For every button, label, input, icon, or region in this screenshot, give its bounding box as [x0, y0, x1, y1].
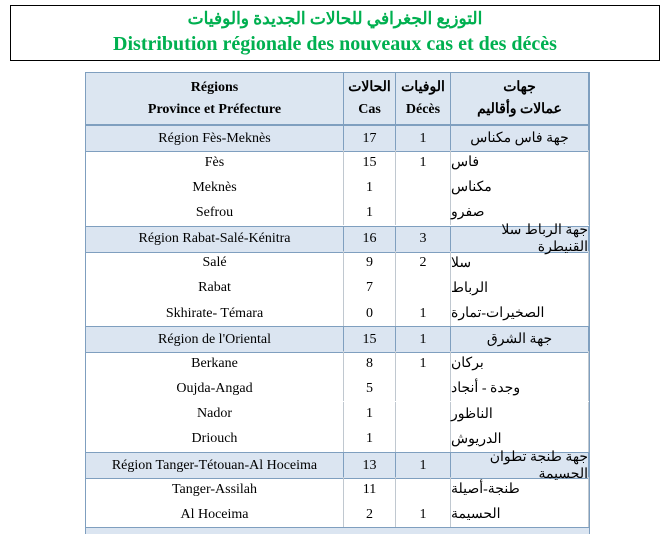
data-cell: 1 — [396, 150, 451, 175]
data-cell — [396, 275, 451, 301]
data-cell: 9 — [344, 250, 396, 276]
region-cell: Région Tanger-Tétouan-Al Hoceima — [86, 453, 344, 478]
region-cell: جهة طنجة تطوان الحسيمة — [451, 450, 589, 482]
data-row: Tanger-Assilah 11 طنجة-أصيلة — [86, 477, 589, 502]
data-cell — [396, 376, 451, 402]
data-cell: 1 — [344, 426, 396, 452]
data-cell: Driouch — [86, 426, 344, 452]
data-cell: 1 — [396, 351, 451, 377]
title-arabic: التوزيع الجغرافي للحالات الجديدة والوفيا… — [187, 9, 483, 28]
region-cell: Région Rabat-Salé-Kénitra — [86, 226, 344, 252]
data-row: Al Hoceima 2 1 الحسيمة — [86, 502, 589, 528]
data-cell: Meknès — [86, 175, 344, 201]
header-text: الوفيات — [401, 79, 445, 95]
data-cell: Sefrou — [86, 200, 344, 226]
header-text: Régions — [190, 79, 239, 95]
region-cell: 1 — [396, 327, 451, 353]
data-row: Rabat 7 الرباط — [86, 275, 589, 301]
data-cell: 0 — [344, 301, 396, 326]
data-cell: وجدة - أنجاد — [451, 376, 589, 402]
region-cell: جهة الشرق — [451, 327, 589, 353]
header-text: جهات — [503, 79, 536, 95]
data-cell: مكناس — [451, 175, 589, 201]
data-cell: Fès — [86, 150, 344, 175]
data-cell: الرباط — [451, 275, 589, 301]
data-cell — [396, 426, 451, 452]
data-row: Nador 1 الناظور — [86, 401, 589, 427]
data-cell: طنجة-أصيلة — [451, 477, 589, 502]
region-row: Région Tanger-Tétouan-Al Hoceima 13 1 جهة ط… — [86, 450, 589, 482]
data-cell: 2 — [344, 502, 396, 528]
data-cell: Al Hoceima — [86, 502, 344, 528]
data-cell: Rabat — [86, 275, 344, 301]
region-row: Région de l'Oriental 15 1 جهة الشرق — [86, 326, 589, 354]
region-row: Région Rabat-Salé-Kénitra 16 3 جهة الرباط س… — [86, 223, 589, 255]
data-row: Oujda-Angad 5 وجدة - أنجاد — [86, 376, 589, 402]
region-cell: 17 — [344, 126, 396, 151]
data-cell: 2 — [396, 250, 451, 276]
data-cell: صفرو — [451, 200, 589, 226]
region-cell: Région de l'Oriental — [86, 327, 344, 353]
data-cell: Skhirate- Témara — [86, 301, 344, 326]
region-row — [86, 527, 589, 534]
header-text: عمالات وأقاليم — [477, 101, 562, 117]
table: Régions Province et Préfecture الحالات Cas ا… — [85, 72, 590, 534]
region-cell: جهة فاس مكناس — [451, 126, 589, 151]
data-cell: 1 — [344, 175, 396, 201]
data-cell: 15 — [344, 150, 396, 175]
header-cell: الوفيات Décès — [396, 73, 451, 124]
data-row: Fès 15 1 فاس — [86, 150, 589, 175]
data-row: Skhirate- Témara 0 1 الصخيرات-تمارة — [86, 301, 589, 326]
data-cell: 8 — [344, 351, 396, 377]
data-cell: Tanger-Assilah — [86, 477, 344, 502]
header-cell: Régions Province et Préfecture — [86, 73, 344, 124]
data-cell: الحسيمة — [451, 502, 589, 528]
data-row: Sefrou 1 صفرو — [86, 200, 589, 226]
data-cell — [396, 477, 451, 502]
region-cell: 13 — [344, 453, 396, 478]
data-cell: Oujda-Angad — [86, 376, 344, 402]
data-cell: 1 — [344, 401, 396, 427]
data-cell: 7 — [344, 275, 396, 301]
data-cell: الناظور — [451, 401, 589, 427]
region-cell: 1 — [396, 126, 451, 151]
data-cell: سلا — [451, 250, 589, 276]
data-cell: بركان — [451, 351, 589, 377]
header-row: Régions Province et Préfecture الحالات Cas ا… — [86, 73, 589, 125]
data-row: Driouch 1 الدريوش — [86, 426, 589, 452]
region-cell: 1 — [396, 453, 451, 478]
data-cell: الصخيرات-تمارة — [451, 301, 589, 326]
data-cell: 11 — [344, 477, 396, 502]
header-text: Cas — [358, 101, 381, 117]
data-cell: 1 — [344, 200, 396, 226]
data-cell: فاس — [451, 150, 589, 175]
data-cell: 1 — [396, 301, 451, 326]
data-cell: Berkane — [86, 351, 344, 377]
region-cell: جهة الرباط سلا القنيطرة — [451, 223, 589, 255]
region-cell: 3 — [396, 226, 451, 252]
data-cell — [396, 200, 451, 226]
data-cell: Nador — [86, 401, 344, 427]
title-box: التوزيع الجغرافي للحالات الجديدة والوفيا… — [10, 5, 660, 61]
header-text: Décès — [405, 101, 441, 117]
data-cell: 1 — [396, 502, 451, 528]
data-cell — [396, 175, 451, 201]
data-row: Meknès 1 مكناس — [86, 175, 589, 201]
data-cell — [396, 401, 451, 427]
header-text: الحالات — [348, 79, 391, 95]
data-cell: Salé — [86, 250, 344, 276]
data-row: Salé 9 2 سلا — [86, 250, 589, 276]
region-row: Région Fès-Meknès 17 1 جهة فاس مكناس — [86, 125, 589, 152]
region-cell: Région Fès-Meknès — [86, 126, 344, 151]
region-cell: 16 — [344, 226, 396, 252]
header-cell: جهات عمالات وأقاليم — [451, 73, 589, 124]
header-text: Province et Préfecture — [147, 101, 282, 117]
data-row: Berkane 8 1 بركان — [86, 351, 589, 377]
title-french: Distribution régionale des nouveaux cas … — [113, 33, 557, 55]
region-cell: 15 — [344, 327, 396, 353]
data-cell: الدريوش — [451, 426, 589, 452]
data-cell: 5 — [344, 376, 396, 402]
header-cell: الحالات Cas — [344, 73, 396, 124]
